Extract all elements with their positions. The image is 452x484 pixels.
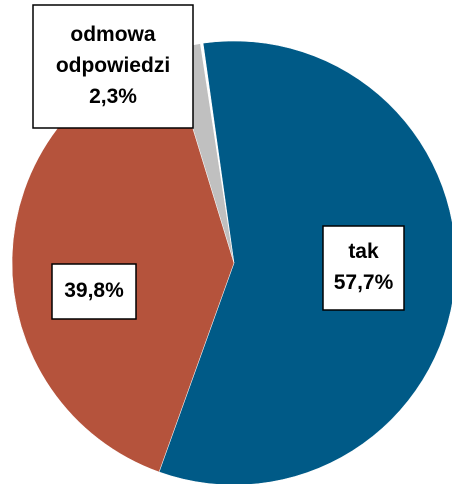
value-label: 57,7% <box>334 271 394 294</box>
data-label: tak 57,7% <box>322 225 405 311</box>
pie-slice <box>158 40 452 484</box>
label-box <box>51 263 137 320</box>
category-label: odmowa <box>70 23 155 46</box>
data-label: 39,8% <box>51 263 137 320</box>
value-label: 2,3% <box>89 85 137 108</box>
category-label: odpowiedzi <box>56 54 170 77</box>
category-label: tak <box>348 240 379 263</box>
value-label: 39,8% <box>64 279 124 302</box>
data-label: odmowa odpowiedzi 2,3% <box>32 4 194 129</box>
label-box <box>322 225 405 311</box>
label-box <box>32 4 194 129</box>
